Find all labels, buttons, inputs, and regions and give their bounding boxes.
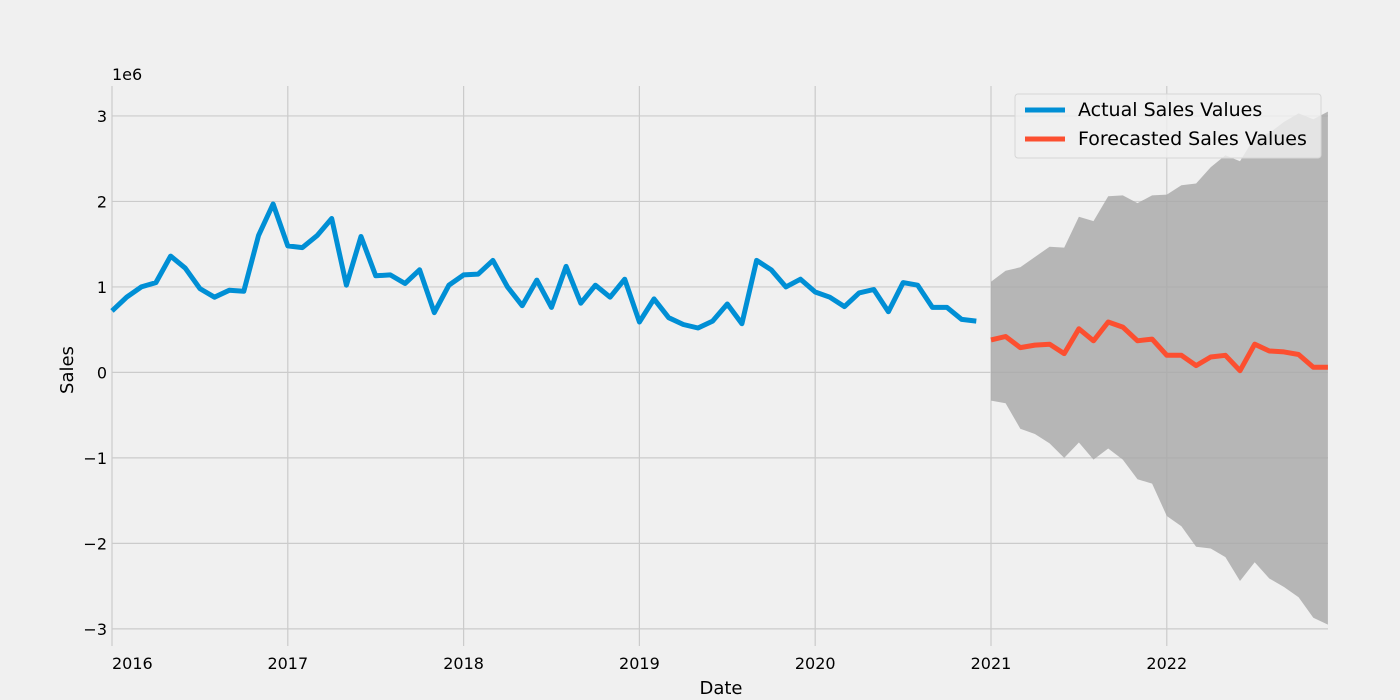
actual-sales-line xyxy=(110,201,977,331)
y-tick-label: 0 xyxy=(97,363,107,382)
forecast-sales-line xyxy=(990,319,1328,374)
y-tick-label: 3 xyxy=(97,107,107,126)
y-tick-label: 2 xyxy=(97,192,107,211)
y-axis-label: Sales xyxy=(57,346,78,394)
legend-box xyxy=(1014,93,1322,159)
x-tick-label: 2019 xyxy=(619,654,660,673)
x-tick-label: 2022 xyxy=(1146,654,1187,673)
x-tick-label: 2021 xyxy=(971,654,1012,673)
forecast-confidence-band xyxy=(991,111,1328,625)
legend: Actual Sales Values Forecasted Sales Val… xyxy=(1014,93,1322,159)
legend-label-actual: Actual Sales Values xyxy=(1078,99,1262,121)
x-axis-label: Date xyxy=(699,678,742,699)
x-tick-label: 2016 xyxy=(112,654,153,673)
tick-labels: 2016 2017 2018 2019 2020 2021 2022 −3 −2 −1 0 1 2 3 xyxy=(83,107,1187,673)
y-offset-label: 1e6 xyxy=(112,65,142,84)
x-tick-label: 2018 xyxy=(443,654,484,673)
confidence-band xyxy=(991,111,1328,625)
y-tick-label: −3 xyxy=(83,620,107,639)
y-tick-label: −2 xyxy=(83,534,107,553)
x-tick-label: 2020 xyxy=(795,654,836,673)
x-tick-label: 2017 xyxy=(267,654,308,673)
series-lines xyxy=(110,201,1328,374)
y-tick-label: −1 xyxy=(83,449,107,468)
y-tick-label: 1 xyxy=(97,278,107,297)
legend-label-forecast: Forecasted Sales Values xyxy=(1078,128,1307,150)
